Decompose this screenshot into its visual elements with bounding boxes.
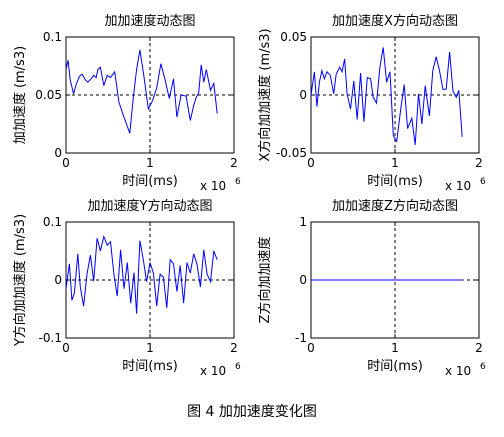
y-tick-label: -1	[295, 331, 307, 345]
x-tick-label: 2	[230, 341, 238, 355]
x-axis-exponent: 6	[235, 362, 241, 372]
x-tick-label: 1	[391, 341, 399, 355]
x-tick-label: 1	[391, 156, 399, 170]
x-axis-label: 时间(ms)	[367, 174, 423, 189]
y-axis-label: Y方向加加速度 (m/s3)	[12, 214, 28, 347]
chart-title: 加加速度动态图	[104, 13, 195, 29]
x-tick-label: 2	[230, 156, 238, 170]
x-tick-label: 0	[307, 156, 315, 170]
x-axis-label: 时间(ms)	[367, 359, 423, 374]
y-tick-label: 0.05	[280, 30, 307, 44]
y-tick-label: 0	[299, 88, 307, 102]
series-line-1	[65, 49, 218, 134]
x-tick-label: 1	[146, 341, 154, 355]
x-axis-label: 时间(ms)	[122, 359, 178, 374]
y-tick-label: 0	[54, 146, 62, 160]
x-axis-label: 时间(ms)	[122, 174, 178, 189]
y-axis-label: Z方向加加速度	[257, 237, 273, 324]
series-line-1	[310, 47, 463, 145]
y-tick-label: 0.1	[43, 215, 62, 229]
x-tick-label: 1	[146, 156, 154, 170]
x-axis-exponent: 6	[480, 177, 486, 187]
y-tick-label: -0.05	[276, 146, 307, 160]
x-tick-label: 0	[62, 156, 70, 170]
x-axis-multiplier: x 10	[200, 364, 226, 378]
y-tick-label: 0	[299, 273, 307, 287]
chart-title: 加加速度Z方向动态图	[332, 198, 458, 214]
figure-caption: 图 4 加加速度变化图	[187, 404, 317, 420]
x-tick-label: 2	[475, 341, 483, 355]
y-axis-label: X方向加加速度 (m/s3)	[257, 28, 273, 161]
x-axis-multiplier: x 10	[445, 179, 471, 193]
x-tick-label: 2	[475, 156, 483, 170]
y-tick-label: 0.1	[43, 30, 62, 44]
y-tick-label: 0	[54, 273, 62, 287]
x-axis-multiplier: x 10	[445, 364, 471, 378]
y-tick-label: 1	[299, 215, 307, 229]
y-tick-label: -0.1	[39, 331, 62, 345]
y-tick-label: 0.05	[35, 88, 62, 102]
x-tick-label: 0	[62, 341, 70, 355]
x-tick-label: 0	[307, 341, 315, 355]
y-axis-label: 加加速度 (m/s3)	[12, 46, 28, 144]
series-line-1	[65, 234, 218, 314]
chart-title: 加加速度Y方向动态图	[88, 198, 213, 214]
chart-title: 加加速度X方向动态图	[332, 13, 458, 29]
x-axis-multiplier: x 10	[200, 179, 226, 193]
x-axis-exponent: 6	[480, 362, 486, 372]
x-axis-exponent: 6	[235, 177, 241, 187]
